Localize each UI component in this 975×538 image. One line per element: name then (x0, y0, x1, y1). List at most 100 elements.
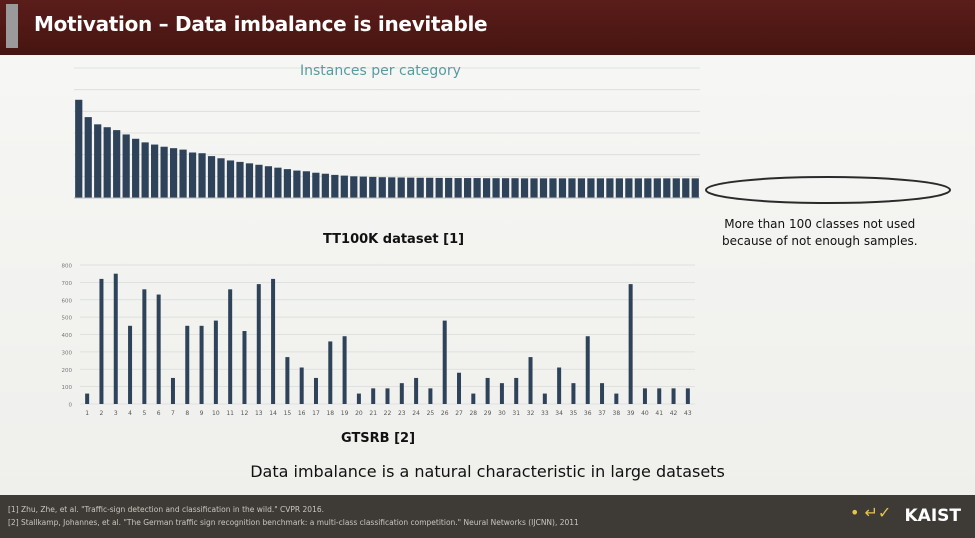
gtsrb-x-tick-label: 31 (512, 410, 520, 417)
gtsrb-bar (99, 278, 104, 404)
reference-2: [2] Stallkamp, Johannes, et al. "The Ger… (8, 518, 579, 527)
gtsrb-x-tick-label: 39 (627, 410, 635, 417)
gtsrb-x-tick-label: 18 (326, 410, 334, 417)
tt100k-bar (169, 148, 178, 198)
gtsrb-x-tick-label: 21 (369, 410, 377, 417)
tt100k-bar (388, 177, 396, 198)
gtsrb-y-tick-label: 200 (62, 368, 73, 374)
tt100k-bar (672, 178, 680, 198)
gtsrb-bar (85, 393, 90, 404)
tt100k-bar (84, 117, 92, 198)
tt100k-bar (445, 177, 453, 198)
tt100k-bar (482, 178, 491, 198)
gtsrb-bar (485, 377, 490, 404)
title-bar: Motivation – Data imbalance is inevitabl… (0, 0, 975, 55)
kaist-logo-text: KAIST (904, 506, 962, 526)
gtsrb-x-tick-label: 35 (570, 410, 578, 417)
tt100k-bar (644, 178, 652, 198)
gtsrb-bar (571, 383, 576, 404)
gtsrb-bar (285, 357, 290, 404)
tt100k-bar (587, 178, 595, 198)
gtsrb-bar (428, 388, 433, 404)
gtsrb-bar (256, 284, 261, 404)
tt100k-bar (160, 146, 168, 198)
gtsrb-bar (471, 393, 476, 404)
gtsrb-bar (170, 377, 175, 404)
tt100k-bar (151, 144, 159, 198)
gtsrb-bar (557, 367, 562, 404)
gtsrb-y-tick-label: 0 (69, 403, 73, 409)
tt100k-bar (312, 172, 320, 198)
tt100k-bar (492, 178, 500, 198)
tt100k-bar (217, 158, 225, 198)
tt100k-bar (539, 178, 548, 198)
gtsrb-bar (356, 393, 361, 404)
gtsrb-x-tick-label: 4 (128, 410, 132, 417)
gtsrb-x-tick-label: 19 (341, 410, 349, 417)
tt100k-bar (245, 163, 254, 198)
tt100k-bar (94, 124, 102, 198)
gtsrb-bar (213, 320, 218, 404)
tt100k-bar (302, 171, 310, 198)
gtsrb-x-tick-label: 9 (200, 410, 204, 417)
gtsrb-x-tick-label: 17 (312, 410, 320, 417)
tt100k-bar (179, 149, 187, 198)
gtsrb-x-tick-label: 7 (171, 410, 175, 417)
tt100k-bar (606, 178, 614, 198)
tt100k-caption: TT100K dataset [1] (323, 232, 465, 247)
gtsrb-x-tick-label: 12 (241, 410, 249, 417)
tt100k-bar (625, 178, 633, 198)
unused-classes-note: More than 100 classes not used because o… (722, 216, 918, 250)
gtsrb-x-tick-label: 15 (284, 410, 292, 417)
tt100k-bar (682, 178, 690, 198)
tt100k-bar (454, 178, 462, 198)
gtsrb-x-tick-label: 2 (100, 410, 104, 417)
tt100k-bar (141, 142, 149, 198)
gtsrb-bar (414, 377, 419, 404)
gtsrb-x-tick-label: 11 (226, 410, 234, 417)
tt100k-bar (340, 175, 348, 198)
gtsrb-bar (514, 377, 519, 404)
tt100k-bar (188, 152, 197, 198)
tt100k-bar (530, 178, 538, 198)
tt100k-bar (426, 177, 434, 198)
gtsrb-bar (342, 336, 347, 404)
gtsrb-bar (271, 278, 276, 404)
gtsrb-x-tick-label: 1 (85, 410, 89, 417)
tt100k-bar (520, 178, 529, 198)
gtsrb-x-tick-label: 27 (455, 410, 463, 417)
tt100k-bar (226, 160, 235, 198)
tt100k-bar (132, 138, 140, 198)
gtsrb-x-tick-label: 33 (541, 410, 549, 417)
gtsrb-bar (185, 325, 190, 404)
tt100k-bar (331, 174, 339, 198)
gtsrb-bar (371, 388, 376, 404)
gtsrb-bar (228, 289, 233, 404)
tt100k-bar (103, 127, 111, 198)
tt100k-bar (435, 177, 443, 198)
gtsrb-x-tick-label: 32 (527, 410, 535, 417)
tt100k-bar (75, 99, 83, 198)
tt100k-chart-title: Instances per category (300, 63, 461, 79)
gtsrb-x-tick-label: 42 (670, 410, 678, 417)
gtsrb-bar (156, 294, 161, 404)
tt100k-bar (369, 176, 377, 198)
gtsrb-bar (499, 383, 504, 404)
gtsrb-x-tick-label: 22 (384, 410, 392, 417)
gtsrb-y-tick-label: 100 (62, 385, 73, 391)
note-line-2: because of not enough samples. (722, 234, 918, 248)
tt100k-bar (378, 177, 386, 198)
gtsrb-bar (442, 320, 447, 404)
gtsrb-y-tick-label: 700 (62, 281, 73, 287)
gtsrb-bar (614, 393, 619, 404)
tt100k-bar (568, 178, 576, 198)
tt100k-bar (596, 178, 605, 198)
gtsrb-x-tick-label: 6 (157, 410, 161, 417)
gtsrb-y-tick-label: 400 (62, 333, 73, 339)
gtsrb-x-tick-label: 13 (255, 410, 263, 417)
gtsrb-caption: GTSRB [2] (341, 431, 416, 446)
gtsrb-x-tick-label: 25 (427, 410, 435, 417)
gtsrb-bar (528, 357, 533, 404)
tt100k-bar (255, 164, 263, 198)
tt100k-bar (321, 173, 329, 198)
